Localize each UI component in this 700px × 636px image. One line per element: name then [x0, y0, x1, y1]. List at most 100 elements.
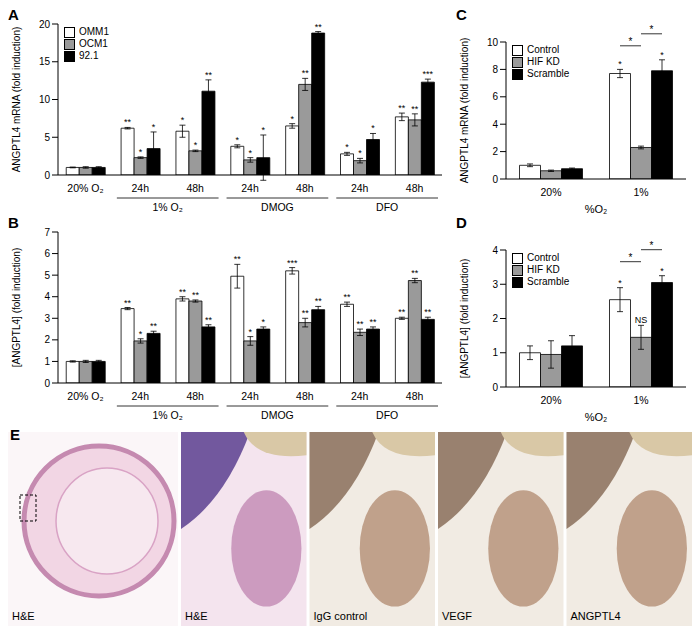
- svg-text:*: *: [249, 148, 253, 158]
- svg-text:1: 1: [492, 347, 498, 358]
- svg-text:2: 2: [492, 146, 498, 157]
- svg-text:1%: 1%: [633, 186, 648, 198]
- svg-text:DMOG: DMOG: [261, 201, 294, 213]
- svg-text:NS: NS: [635, 315, 648, 325]
- svg-text:*: *: [345, 142, 349, 152]
- svg-text:IgG control: IgG control: [314, 610, 368, 622]
- svg-text:24h: 24h: [241, 182, 259, 194]
- svg-text:**: **: [411, 268, 419, 278]
- svg-text:**: **: [370, 317, 378, 327]
- svg-text:[ANGPTL4] (fold induction): [ANGPTL4] (fold induction): [11, 248, 22, 368]
- svg-text:*: *: [249, 327, 253, 337]
- svg-text:48h: 48h: [186, 182, 204, 194]
- svg-text:***: ***: [287, 258, 298, 268]
- svg-text:24h: 24h: [241, 390, 259, 402]
- svg-text:**: **: [357, 319, 365, 329]
- svg-text:*: *: [358, 148, 362, 158]
- svg-text:6: 6: [44, 248, 50, 259]
- svg-text:24h: 24h: [132, 390, 150, 402]
- svg-text:**: **: [124, 298, 132, 308]
- svg-text:DFO: DFO: [376, 409, 398, 421]
- svg-text:**: **: [205, 315, 213, 325]
- svg-text:20: 20: [39, 19, 51, 30]
- svg-text:0: 0: [44, 170, 50, 181]
- svg-text:%O₂: %O₂: [585, 203, 608, 215]
- svg-text:*: *: [618, 278, 622, 288]
- svg-text:*: *: [139, 147, 143, 157]
- svg-text:*: *: [262, 125, 266, 135]
- svg-text:ANGPTL4 mRNA (fold induction): ANGPTL4 mRNA (fold induction): [11, 27, 22, 173]
- svg-text:20%: 20%: [540, 394, 561, 406]
- svg-text:*: *: [650, 240, 654, 251]
- svg-text:15: 15: [39, 56, 51, 67]
- svg-text:*: *: [194, 140, 198, 150]
- svg-text:3: 3: [492, 279, 498, 290]
- svg-text:VEGF: VEGF: [442, 610, 472, 622]
- svg-text:*: *: [629, 36, 633, 47]
- svg-text:24h: 24h: [132, 182, 150, 194]
- svg-text:ANGPTL4: ANGPTL4: [571, 610, 621, 622]
- svg-text:4: 4: [492, 119, 498, 130]
- svg-text:8: 8: [492, 64, 498, 75]
- svg-text:*: *: [660, 50, 664, 60]
- svg-text:5: 5: [44, 270, 50, 281]
- svg-text:**: **: [315, 22, 323, 32]
- svg-text:*: *: [181, 115, 185, 125]
- svg-text:[ANGPTL4] (fold induction): [ANGPTL4] (fold induction): [459, 259, 470, 379]
- svg-text:H&E: H&E: [185, 610, 208, 622]
- svg-text:48h: 48h: [296, 182, 314, 194]
- svg-text:**: **: [302, 68, 310, 78]
- svg-text:**: **: [150, 321, 158, 331]
- svg-text:10: 10: [487, 37, 499, 48]
- svg-text:20% O₂: 20% O₂: [67, 182, 103, 194]
- svg-text:1%: 1%: [633, 394, 648, 406]
- svg-text:6: 6: [492, 91, 498, 102]
- svg-text:DMOG: DMOG: [261, 409, 294, 421]
- svg-text:*: *: [618, 59, 622, 69]
- svg-text:*: *: [629, 252, 633, 263]
- svg-text:4: 4: [44, 291, 50, 302]
- svg-text:**: **: [234, 254, 242, 264]
- svg-text:0: 0: [44, 378, 50, 389]
- svg-text:48h: 48h: [406, 390, 424, 402]
- svg-text:48h: 48h: [186, 390, 204, 402]
- svg-text:**: **: [205, 70, 213, 80]
- svg-text:1: 1: [44, 356, 50, 367]
- svg-text:H&E: H&E: [12, 610, 35, 622]
- svg-text:**: **: [398, 307, 406, 317]
- svg-text:**: **: [192, 290, 200, 300]
- svg-text:4: 4: [492, 245, 498, 256]
- svg-text:*: *: [660, 266, 664, 276]
- svg-text:*: *: [262, 317, 266, 327]
- svg-text:48h: 48h: [296, 390, 314, 402]
- svg-text:**: **: [315, 296, 323, 306]
- svg-text:24h: 24h: [351, 182, 369, 194]
- svg-text:DFO: DFO: [376, 201, 398, 213]
- svg-text:0: 0: [492, 382, 498, 393]
- svg-text:1% O₂: 1% O₂: [153, 409, 183, 421]
- svg-text:**: **: [398, 103, 406, 113]
- svg-text:7: 7: [44, 227, 50, 238]
- svg-text:**: **: [124, 117, 132, 127]
- svg-text:ANGPTL4 mRNA (fold induction): ANGPTL4 mRNA (fold induction): [459, 38, 470, 184]
- svg-text:20%: 20%: [540, 186, 561, 198]
- svg-text:*: *: [290, 114, 294, 124]
- svg-text:2: 2: [44, 334, 50, 345]
- svg-text:5: 5: [44, 132, 50, 143]
- svg-text:**: **: [302, 308, 310, 318]
- svg-text:*: *: [236, 135, 240, 145]
- svg-text:*: *: [650, 24, 654, 35]
- svg-text:*: *: [139, 329, 143, 339]
- svg-text:**: **: [411, 104, 419, 114]
- svg-text:1% O₂: 1% O₂: [153, 201, 183, 213]
- svg-text:**: **: [344, 292, 352, 302]
- svg-text:%O₂: %O₂: [585, 411, 608, 423]
- svg-text:**: **: [179, 287, 187, 297]
- svg-text:*: *: [371, 123, 375, 133]
- svg-text:2: 2: [492, 313, 498, 324]
- svg-text:48h: 48h: [406, 182, 424, 194]
- svg-text:3: 3: [44, 313, 50, 324]
- svg-text:20% O₂: 20% O₂: [67, 390, 103, 402]
- svg-text:**: **: [424, 307, 432, 317]
- svg-text:10: 10: [39, 94, 51, 105]
